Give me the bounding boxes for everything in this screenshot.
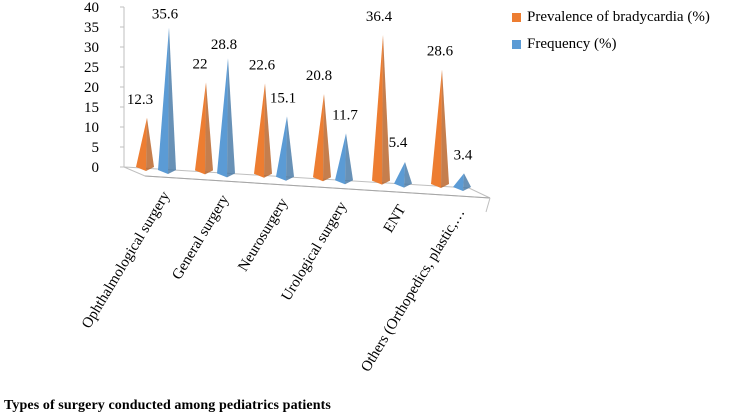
data-label-frequency: 28.8 — [211, 37, 237, 53]
y-tick-label: 20 — [84, 80, 99, 96]
cone-prevalence-4-face — [372, 35, 383, 185]
data-label-prevalence: 36.4 — [366, 9, 393, 25]
cone-prevalence-0-face — [136, 117, 147, 171]
y-axis: 0 5 10 15 20 25 30 35 40 — [84, 0, 125, 176]
cone-prevalence-2 — [254, 83, 272, 178]
data-label-frequency: 5.4 — [389, 135, 408, 151]
data-label-prevalence: 28.6 — [427, 44, 454, 60]
x-axis-title: Types of surgery conducted among pediatr… — [4, 398, 331, 413]
cone-frequency-5-shade — [463, 173, 471, 191]
data-label-prevalence: 12.3 — [127, 92, 153, 108]
x-category-label: Others (Orthopedics, plastic,… — [358, 206, 468, 375]
floor-front-edge — [144, 175, 491, 199]
cone-prevalence-0-shadow — [146, 117, 154, 171]
y-tick-label: 30 — [84, 40, 99, 56]
cone-prevalence-2-shade — [264, 83, 272, 178]
y-tick-label: 25 — [84, 60, 99, 76]
cone-prevalence-3-shadow — [323, 94, 331, 182]
legend-item-prevalence: Prevalence of bradycardia (%) — [512, 6, 710, 28]
bar-group — [136, 27, 471, 191]
cone-prevalence-2-face — [254, 83, 265, 178]
cone-frequency-5-face — [453, 173, 464, 191]
cone-prevalence-5-shade — [441, 69, 449, 188]
data-label-frequency: 11.7 — [332, 107, 358, 123]
data-label-frequency: 15.1 — [270, 90, 296, 106]
cone-prevalence-3 — [313, 94, 331, 182]
x-category-label: Urological surgery — [279, 199, 351, 304]
y-tick-label: 35 — [84, 20, 99, 36]
floor-side-edge — [485, 197, 491, 213]
data-label-prevalence: 20.8 — [306, 68, 332, 84]
y-tick-label: 5 — [92, 140, 100, 156]
cone-frequency-0-shadow — [168, 27, 176, 174]
legend-label-frequency: Frequency (%) — [527, 35, 617, 52]
cone-prevalence-1-shade — [205, 82, 213, 175]
cone-prevalence-5-shadow — [441, 69, 449, 188]
cone-frequency-2-shade — [286, 116, 294, 181]
cone-frequency-4-shade — [404, 162, 412, 188]
cone-prevalence-3-shade — [323, 94, 331, 182]
legend-swatch-frequency — [512, 39, 521, 49]
cone-frequency-3-shadow — [345, 133, 353, 185]
legend: Prevalence of bradycardia (%) Frequency … — [512, 6, 710, 60]
cone-frequency-2-face — [276, 116, 287, 181]
cone-prevalence-5-face — [431, 69, 442, 188]
cone-prevalence-3-face — [313, 94, 324, 182]
cone-prevalence-4-shade — [382, 35, 390, 185]
cone-frequency-4 — [394, 162, 412, 188]
cone-prevalence-5 — [431, 69, 449, 188]
x-category-label: General surgery — [169, 192, 232, 283]
x-category-label: Ophthalmological surgery — [79, 188, 174, 331]
chart-floor — [123, 166, 491, 213]
data-label-prevalence: 22 — [193, 56, 208, 72]
cone-frequency-5 — [453, 173, 471, 191]
data-label-frequency: 35.6 — [152, 7, 179, 23]
cone-frequency-1 — [217, 58, 235, 178]
data-label-prevalence: 22.6 — [249, 57, 276, 73]
x-category-label: Neurosurgery — [235, 195, 291, 274]
y-tick-label: 15 — [84, 100, 99, 116]
cone-frequency-5-shadow — [463, 173, 471, 191]
cone-frequency-2 — [276, 116, 294, 181]
cone-prevalence-1-face — [195, 82, 206, 175]
cone-frequency-3-shade — [345, 133, 353, 185]
y-tick-label: 0 — [92, 160, 100, 176]
cone-frequency-3 — [335, 133, 353, 185]
cone-frequency-0-face — [158, 27, 169, 174]
cone-prevalence-0-shade — [146, 117, 154, 171]
legend-item-frequency: Frequency (%) — [512, 33, 710, 55]
y-tick-label: 40 — [84, 0, 99, 16]
cone-prevalence-0 — [136, 117, 154, 171]
cone-prevalence-1 — [195, 82, 213, 175]
legend-label-prevalence: Prevalence of bradycardia (%) — [527, 8, 710, 25]
cone-prevalence-2-shadow — [264, 83, 272, 178]
cone-frequency-4-shadow — [404, 162, 412, 188]
cone-prevalence-1-shadow — [205, 82, 213, 175]
legend-swatch-prevalence — [512, 12, 521, 22]
cone-prevalence-4-shadow — [382, 35, 390, 185]
x-category-label: ENT — [381, 202, 410, 235]
cone-frequency-3-face — [335, 133, 346, 185]
cone-prevalence-4 — [372, 35, 390, 185]
cone-frequency-0-shade — [168, 27, 176, 174]
cone-frequency-1-shade — [227, 58, 235, 178]
cone-frequency-2-shadow — [286, 116, 294, 181]
cone-frequency-1-shadow — [227, 58, 235, 178]
data-label-frequency: 3.4 — [454, 147, 473, 163]
y-tick-label: 10 — [84, 120, 99, 136]
cone-frequency-4-face — [394, 162, 405, 188]
cone-frequency-1-face — [217, 58, 228, 178]
cone-frequency-0 — [158, 27, 176, 174]
